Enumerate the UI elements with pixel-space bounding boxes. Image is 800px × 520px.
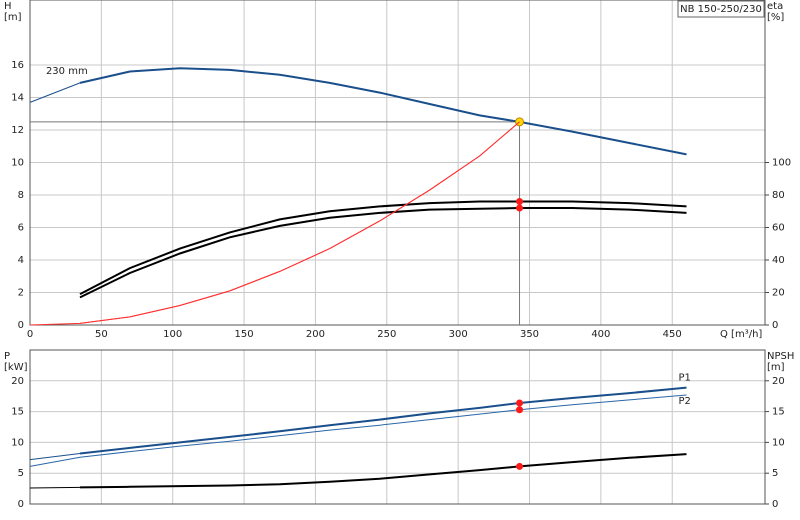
y2-tick-label: 10 (772, 437, 785, 448)
x-tick-label: 50 (95, 329, 108, 340)
duty-dot (516, 399, 524, 407)
y-tick-label: 5 (18, 468, 24, 479)
curve-thin (29, 67, 687, 155)
y-axis-label: P (4, 351, 10, 362)
curve (79, 200, 687, 295)
y-tick-label: 0 (18, 320, 24, 331)
curve (79, 453, 687, 489)
y2-tick-label: 60 (772, 223, 785, 234)
y-tick-label: 8 (18, 190, 24, 201)
curve (79, 121, 520, 324)
x-axis-label: Q [m³/h] (720, 329, 762, 340)
x-tick-label: 350 (520, 329, 539, 340)
x-tick-label: 450 (663, 329, 682, 340)
curve-thin (29, 121, 520, 326)
y-tick-label: 4 (18, 255, 24, 266)
duty-dot (516, 406, 524, 414)
y2-tick-label: 5 (772, 468, 778, 479)
curve-thin (29, 394, 687, 467)
x-tick-label: 250 (377, 329, 396, 340)
y-tick-label: 10 (11, 437, 24, 448)
y-tick-label: 14 (11, 93, 24, 104)
x-tick-label: 100 (163, 329, 182, 340)
y2-tick-label: 20 (772, 288, 785, 299)
y-axis-label: H (4, 1, 12, 12)
y-axis-label: [m] (4, 12, 22, 23)
y-axis-label: [kW] (4, 362, 28, 373)
curve (79, 386, 687, 455)
y-tick-label: 15 (11, 407, 24, 418)
y2-tick-label: 40 (772, 255, 785, 266)
x-tick-label: 150 (235, 329, 254, 340)
y-tick-label: 12 (11, 125, 24, 136)
x-tick-label: 400 (591, 329, 610, 340)
x-tick-label: 300 (449, 329, 468, 340)
duty-dot (516, 462, 524, 470)
y2-axis-label: eta (767, 1, 783, 12)
curve (79, 67, 687, 156)
y-tick-label: 0 (18, 499, 24, 510)
y2-tick-label: 0 (772, 499, 778, 510)
y2-tick-label: 100 (772, 158, 791, 169)
title-box (677, 0, 765, 18)
chart-title: NB 150-250/230 (680, 4, 762, 15)
y2-axis-label: [%] (767, 12, 784, 23)
y2-tick-label: 80 (772, 190, 785, 201)
curve-label: P1 (679, 373, 691, 384)
x-tick-label: 0 (27, 329, 33, 340)
y2-tick-label: 15 (772, 407, 785, 418)
x-tick-label: 200 (306, 329, 325, 340)
plot-frame (29, 349, 766, 505)
y-tick-label: 20 (11, 376, 24, 387)
curve (79, 207, 687, 299)
y2-axis-label: NPSH (767, 351, 794, 362)
curve-thin (29, 453, 687, 489)
y-tick-label: 10 (11, 158, 24, 169)
plot-frame (29, 0, 766, 326)
curve-label: P2 (679, 396, 691, 407)
y-tick-label: 6 (18, 223, 24, 234)
y-tick-label: 16 (11, 60, 24, 71)
y2-axis-label: [m] (767, 362, 785, 373)
y2-tick-label: 0 (772, 320, 778, 331)
curve-label: 230 mm (46, 66, 88, 77)
y2-tick-label: 20 (772, 376, 785, 387)
duty-dot (516, 204, 524, 212)
y-tick-label: 2 (18, 288, 24, 299)
duty-dot (516, 198, 524, 205)
curve-thin (79, 201, 687, 295)
